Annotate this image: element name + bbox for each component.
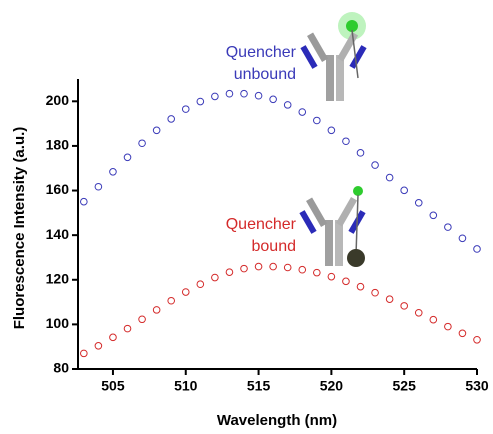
data-point bbox=[299, 266, 306, 273]
y-tick-label: 120 bbox=[46, 270, 70, 286]
data-point bbox=[182, 106, 189, 113]
data-point bbox=[182, 289, 189, 296]
data-point bbox=[474, 336, 481, 343]
data-point bbox=[430, 212, 437, 219]
data-point bbox=[241, 90, 248, 97]
data-point bbox=[445, 224, 452, 231]
data-point bbox=[270, 263, 277, 270]
antibody-icon-unbound bbox=[300, 12, 366, 101]
x-tick-label: 515 bbox=[247, 378, 271, 394]
antibody-icon-bound bbox=[299, 186, 365, 267]
data-point bbox=[255, 92, 262, 99]
data-point bbox=[81, 350, 88, 357]
data-point bbox=[153, 307, 160, 314]
y-axis-label: Fluorescence Intensity (a.u.) bbox=[11, 127, 28, 330]
data-point bbox=[386, 296, 393, 303]
x-tick-label: 530 bbox=[465, 378, 489, 394]
data-point bbox=[124, 154, 131, 161]
data-point bbox=[95, 183, 102, 190]
data-point bbox=[124, 325, 131, 332]
data-point bbox=[197, 281, 204, 288]
data-point bbox=[343, 278, 350, 285]
annotation: unbound bbox=[234, 66, 296, 83]
data-point bbox=[445, 323, 452, 330]
data-point bbox=[386, 174, 393, 181]
data-point bbox=[139, 140, 146, 147]
data-point bbox=[314, 269, 321, 276]
data-point bbox=[95, 343, 102, 350]
y-tick-label: 160 bbox=[46, 181, 70, 197]
data-point bbox=[357, 150, 364, 157]
data-point bbox=[153, 127, 160, 134]
data-point bbox=[284, 102, 291, 109]
annotation: bound bbox=[252, 238, 297, 255]
y-tick-label: 140 bbox=[46, 226, 70, 242]
data-point bbox=[415, 309, 422, 316]
data-point bbox=[357, 283, 364, 290]
x-tick-label: 525 bbox=[393, 378, 417, 394]
data-point bbox=[139, 316, 146, 323]
data-point bbox=[241, 265, 248, 272]
data-point bbox=[212, 274, 219, 281]
data-point bbox=[226, 269, 233, 276]
y-tick-label: 100 bbox=[46, 315, 70, 331]
x-tick-label: 520 bbox=[320, 378, 344, 394]
data-point bbox=[168, 297, 175, 304]
data-point bbox=[299, 109, 306, 116]
y-tick-label: 80 bbox=[53, 360, 69, 376]
data-point bbox=[197, 98, 204, 105]
x-tick-label: 505 bbox=[101, 378, 125, 394]
x-tick-label: 510 bbox=[174, 378, 198, 394]
data-point bbox=[270, 96, 277, 103]
data-point bbox=[372, 289, 379, 296]
data-point bbox=[401, 187, 408, 194]
annotation: Quencher bbox=[226, 44, 297, 61]
data-point bbox=[459, 330, 466, 337]
data-point bbox=[372, 162, 379, 169]
data-point bbox=[328, 273, 335, 280]
data-point bbox=[110, 169, 117, 176]
data-point bbox=[314, 117, 321, 124]
data-point bbox=[459, 235, 466, 242]
data-point bbox=[430, 316, 437, 323]
data-point bbox=[328, 127, 335, 134]
data-point bbox=[415, 200, 422, 207]
annotation: Quencher bbox=[226, 216, 297, 233]
data-point bbox=[110, 334, 117, 341]
data-point bbox=[168, 116, 175, 123]
x-axis-label: Wavelength (nm) bbox=[217, 412, 337, 429]
data-point bbox=[212, 93, 219, 100]
data-point bbox=[255, 263, 262, 270]
data-point bbox=[343, 138, 350, 145]
data-point bbox=[81, 198, 88, 205]
data-point bbox=[474, 246, 481, 253]
data-point bbox=[226, 90, 233, 97]
chart: Quencher unbound Quencher bound Waveleng… bbox=[0, 0, 493, 434]
data-point bbox=[284, 264, 291, 271]
y-tick-label: 180 bbox=[46, 137, 70, 153]
y-tick-label: 200 bbox=[46, 92, 70, 108]
data-point bbox=[401, 303, 408, 310]
